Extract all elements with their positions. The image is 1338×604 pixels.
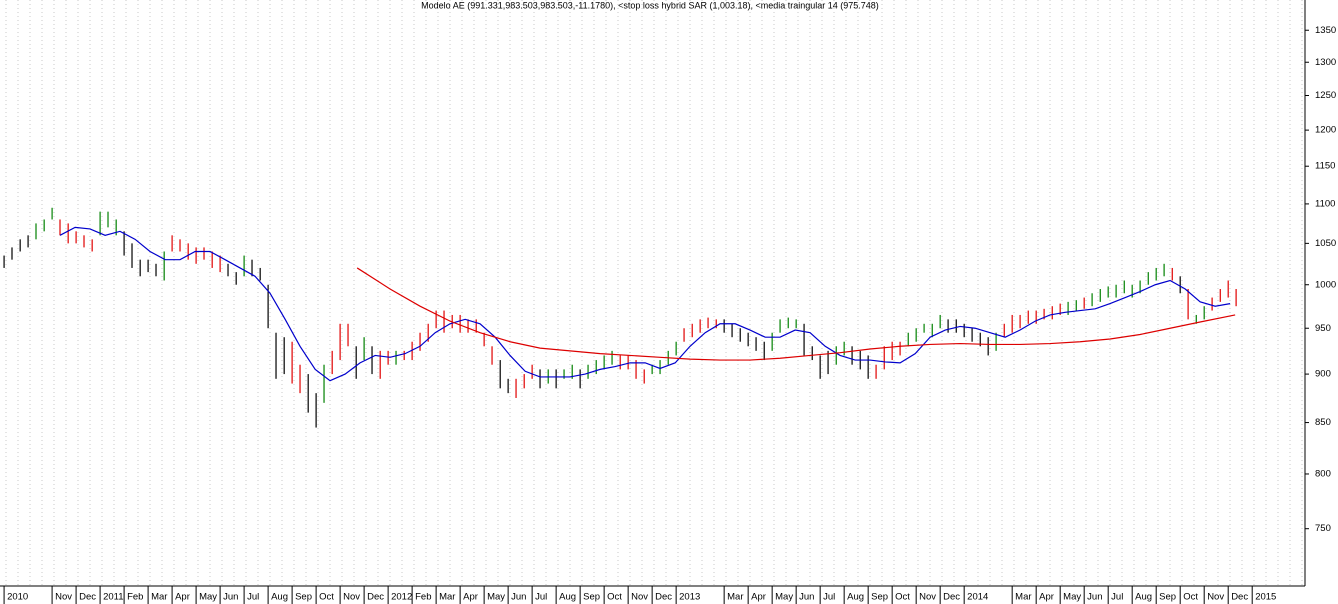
x-tick-label: Jun <box>1087 592 1102 603</box>
x-tick-label: Mar <box>1015 592 1031 603</box>
x-tick-label: 2011 <box>103 592 123 603</box>
y-tick-label: 900 <box>1315 369 1331 380</box>
y-tick-label: 1350 <box>1315 25 1336 36</box>
x-tick-label: May <box>487 592 505 603</box>
x-tick-label: Dec <box>655 592 672 603</box>
y-tick-label: 1250 <box>1315 90 1336 101</box>
x-tick-label: Jun <box>223 592 238 603</box>
x-tick-label: Jul <box>823 592 835 603</box>
x-tick-label: 2015 <box>1255 592 1276 603</box>
x-tick-label: Apr <box>751 592 766 603</box>
x-tick-label: Mar <box>727 592 743 603</box>
x-tick-label: Aug <box>271 592 288 603</box>
y-tick-label: 1000 <box>1315 279 1336 290</box>
x-tick-label: Sep <box>295 592 312 603</box>
y-tick-label: 1150 <box>1315 161 1335 172</box>
x-tick-label: Jun <box>799 592 814 603</box>
x-tick-label: Sep <box>1159 592 1176 603</box>
indicator-line <box>59 226 1231 382</box>
x-tick-label: Nov <box>1207 592 1224 603</box>
y-tick-label: 950 <box>1315 323 1331 334</box>
x-tick-label: Oct <box>319 592 334 603</box>
y-tick-label: 1300 <box>1315 57 1336 68</box>
x-tick-label: Jul <box>1111 592 1123 603</box>
y-tick-label: 1200 <box>1315 125 1336 136</box>
x-tick-label: Feb <box>415 592 431 603</box>
x-tick-label: 2012 <box>391 592 412 603</box>
x-tick-label: Apr <box>463 592 478 603</box>
y-tick-label: 1050 <box>1315 238 1336 249</box>
x-tick-label: Oct <box>895 592 910 603</box>
x-tick-label: Dec <box>943 592 960 603</box>
x-tick-label: Nov <box>631 592 648 603</box>
indicator-line <box>356 267 1236 361</box>
x-tick-label: Apr <box>175 592 190 603</box>
x-tick-label: May <box>199 592 217 603</box>
minor-grid <box>0 0 1305 586</box>
x-tick-label: Dec <box>79 592 96 603</box>
y-tick-label: 750 <box>1315 523 1331 534</box>
x-tick-label: Feb <box>127 592 143 603</box>
y-tick-label: 850 <box>1315 417 1331 428</box>
x-tick-label: Oct <box>607 592 622 603</box>
x-tick-label: 2014 <box>967 592 988 603</box>
x-tick-label: Nov <box>343 592 360 603</box>
y-tick-label: 800 <box>1315 468 1331 479</box>
y-tick-label: 1100 <box>1315 198 1335 209</box>
x-tick-label: Mar <box>151 592 167 603</box>
x-tick-label: Nov <box>55 592 72 603</box>
x-tick-label: 2010 <box>7 592 28 603</box>
x-tick-label: Aug <box>559 592 576 603</box>
chart-title: Modelo AE (991.331,983.503,983.503,-11.1… <box>421 0 879 10</box>
x-tick-label: 2013 <box>679 592 700 603</box>
x-tick-label: Jul <box>247 592 259 603</box>
x-tick-label: Jun <box>511 592 526 603</box>
x-tick-label: Dec <box>367 592 384 603</box>
x-tick-label: Sep <box>583 592 600 603</box>
x-tick-label: Aug <box>847 592 864 603</box>
x-tick-label: Mar <box>439 592 455 603</box>
x-tick-label: Nov <box>919 592 936 603</box>
x-tick-label: Dec <box>1231 592 1248 603</box>
x-tick-label: Oct <box>1183 592 1198 603</box>
x-tick-label: May <box>1063 592 1081 603</box>
x-tick-label: Aug <box>1135 592 1152 603</box>
x-tick-label: May <box>775 592 793 603</box>
x-tick-label: Apr <box>1039 592 1054 603</box>
x-tick-label: Jul <box>535 592 547 603</box>
x-tick-label: Sep <box>871 592 888 603</box>
